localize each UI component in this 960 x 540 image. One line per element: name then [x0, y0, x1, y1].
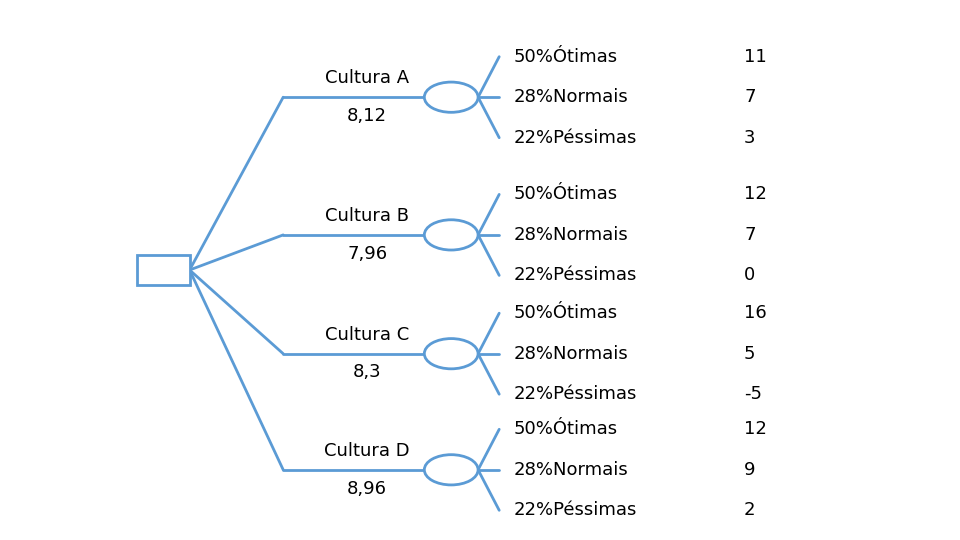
Text: Cultura A: Cultura A: [325, 70, 409, 87]
Text: 9: 9: [744, 461, 756, 479]
Text: 7: 7: [744, 88, 756, 106]
Text: 12: 12: [744, 185, 767, 204]
Text: 28%Normais: 28%Normais: [514, 461, 629, 479]
Circle shape: [424, 82, 478, 112]
Text: 8,3: 8,3: [353, 363, 381, 381]
Text: Cultura C: Cultura C: [325, 326, 409, 344]
Text: 8,96: 8,96: [348, 480, 387, 497]
Text: 3: 3: [744, 129, 756, 147]
Text: Cultura B: Cultura B: [325, 207, 409, 225]
Text: 11: 11: [744, 48, 767, 66]
Text: 22%Péssimas: 22%Péssimas: [514, 501, 637, 519]
Text: 22%Péssimas: 22%Péssimas: [514, 266, 637, 285]
Text: 22%Péssimas: 22%Péssimas: [514, 385, 637, 403]
Text: 28%Normais: 28%Normais: [514, 88, 629, 106]
Text: 28%Normais: 28%Normais: [514, 226, 629, 244]
Text: 7: 7: [744, 226, 756, 244]
Text: 8,12: 8,12: [348, 107, 387, 125]
Circle shape: [424, 339, 478, 369]
Text: 50%Ótimas: 50%Ótimas: [514, 304, 617, 322]
Circle shape: [424, 455, 478, 485]
Text: -5: -5: [744, 385, 762, 403]
Text: 16: 16: [744, 304, 767, 322]
Text: 50%Ótimas: 50%Ótimas: [514, 48, 617, 66]
Text: 12: 12: [744, 420, 767, 438]
Text: 7,96: 7,96: [348, 245, 387, 262]
Text: 2: 2: [744, 501, 756, 519]
Text: 5: 5: [744, 345, 756, 363]
Circle shape: [424, 220, 478, 250]
Text: 28%Normais: 28%Normais: [514, 345, 629, 363]
Text: 0: 0: [744, 266, 756, 285]
Text: 50%Ótimas: 50%Ótimas: [514, 420, 617, 438]
Text: Cultura D: Cultura D: [324, 442, 410, 460]
FancyBboxPatch shape: [137, 255, 190, 285]
Text: 22%Péssimas: 22%Péssimas: [514, 129, 637, 147]
Text: 50%Ótimas: 50%Ótimas: [514, 185, 617, 204]
